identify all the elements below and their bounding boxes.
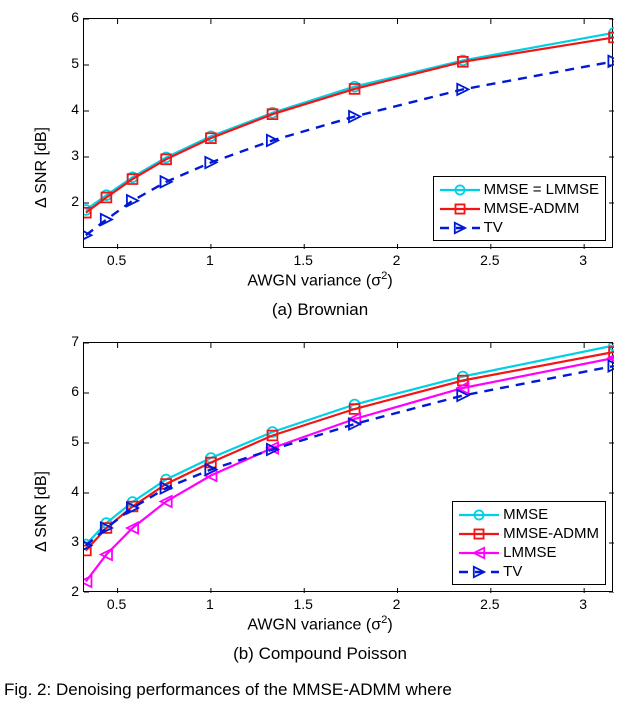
ytick-label: 2 — [59, 583, 79, 599]
ytick-label: 5 — [59, 433, 79, 449]
xtick-label: 3 — [571, 596, 595, 612]
legend-label: LMMSE — [503, 544, 556, 561]
legend-label: MMSE-ADMM — [484, 200, 580, 217]
xtick-label: 1.5 — [291, 596, 315, 612]
chart-b-ylabel: Δ SNR [dB] — [33, 471, 51, 552]
xtick-label: 2 — [385, 252, 409, 268]
legend-item: TV — [440, 218, 599, 237]
xtick-label: 0.5 — [105, 596, 129, 612]
legend-item: MMSE-ADMM — [440, 199, 599, 218]
ytick-label: 6 — [59, 9, 79, 25]
xtick-label: 2 — [385, 596, 409, 612]
xtick-label: 2.5 — [478, 596, 502, 612]
ytick-label: 3 — [59, 147, 79, 163]
legend-label: MMSE-ADMM — [503, 525, 599, 542]
chart-a-legend: MMSE = LMMSE MMSE-ADMM TV — [433, 176, 606, 241]
ytick-label: 3 — [59, 533, 79, 549]
xtick-label: 2.5 — [478, 252, 502, 268]
legend-label: MMSE — [503, 506, 548, 523]
xtick-label: 3 — [571, 252, 595, 268]
legend-item: MMSE — [459, 505, 599, 524]
chart-b-legend: MMSE MMSE-ADMM LMMSE TV — [452, 501, 606, 585]
xtick-label: 0.5 — [105, 252, 129, 268]
legend-label: MMSE = LMMSE — [484, 181, 599, 198]
ytick-label: 2 — [59, 193, 79, 209]
legend-label: TV — [503, 563, 522, 580]
ytick-label: 6 — [59, 383, 79, 399]
xtick-label: 1 — [198, 252, 222, 268]
legend-item: MMSE = LMMSE — [440, 180, 599, 199]
legend-item: TV — [459, 562, 599, 581]
ytick-label: 4 — [59, 483, 79, 499]
panel-a: MMSE = LMMSE MMSE-ADMM TV 0.5 1 1.5 2 2.5 3 2 3 4… — [15, 8, 625, 328]
ytick-label: 4 — [59, 101, 79, 117]
figure-caption: Fig. 2: Denoising performances of the MM… — [4, 680, 640, 700]
legend-item: LMMSE — [459, 543, 599, 562]
legend-label: TV — [484, 219, 503, 236]
ytick-label: 5 — [59, 55, 79, 71]
legend-item: MMSE-ADMM — [459, 524, 599, 543]
panel-b: MMSE MMSE-ADMM LMMSE TV 0.5 1 1.5 2 2.5 3 2 3 4 5 6 7… — [15, 332, 625, 672]
panel-a-subtitle: (a) Brownian — [15, 300, 625, 320]
chart-b-plotbox: MMSE MMSE-ADMM LMMSE TV — [83, 342, 613, 592]
chart-a-plotbox: MMSE = LMMSE MMSE-ADMM TV — [83, 18, 613, 248]
chart-a-ylabel: Δ SNR [dB] — [33, 127, 51, 208]
xtick-label: 1.5 — [291, 252, 315, 268]
chart-b-xlabel: AWGN variance (σ2) — [15, 614, 625, 634]
ytick-label: 7 — [59, 333, 79, 349]
figure-page: { "palette": { "cyan": "#00d0e6", "red":… — [0, 0, 640, 708]
chart-a-xlabel: AWGN variance (σ2) — [15, 270, 625, 290]
panel-b-subtitle: (b) Compound Poisson — [15, 644, 625, 664]
xtick-label: 1 — [198, 596, 222, 612]
